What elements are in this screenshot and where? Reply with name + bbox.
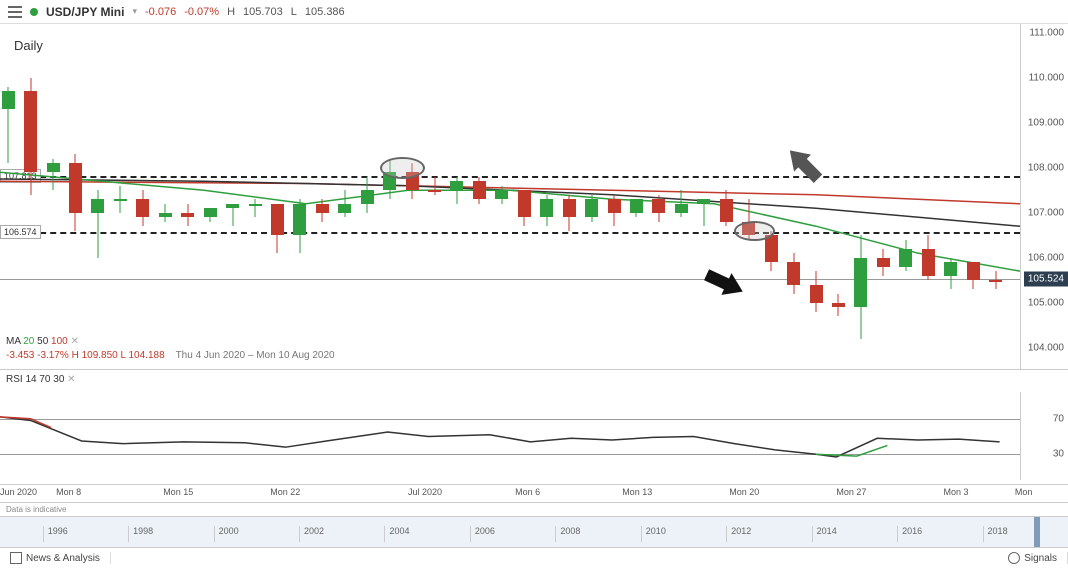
price-change: -0.076	[145, 6, 176, 18]
rsi-panel[interactable]: RSI 14 70 30 ✕ 3070	[0, 370, 1068, 485]
signals-label: Signals	[1024, 553, 1057, 564]
rsi-info: RSI 14 70 30 ✕	[6, 374, 76, 385]
price-change-pct: -0.07%	[184, 6, 219, 18]
news-tab[interactable]: News & Analysis	[0, 552, 111, 564]
menu-icon[interactable]	[8, 6, 22, 18]
footer-tabs: News & Analysis Signals	[0, 548, 1068, 568]
symbol-name[interactable]: USD/JPY Mini	[46, 5, 124, 19]
chart-header: USD/JPY Mini ▾ -0.076 -0.07% H 105.703 L…	[0, 0, 1068, 24]
x-axis[interactable]: Jun 2020Mon 8Mon 15Mon 22Jul 2020Mon 6Mo…	[0, 485, 1068, 503]
high-label: H	[227, 6, 235, 18]
price-chart[interactable]: Daily 107.813106.574	[0, 24, 1068, 370]
overview-cursor[interactable]	[1034, 517, 1040, 547]
signals-icon	[1008, 552, 1020, 564]
low-value: 105.386	[305, 6, 345, 18]
rsi-y-axis: 3070	[1020, 392, 1068, 480]
close-icon[interactable]: ✕	[67, 374, 75, 385]
signals-tab[interactable]: Signals	[998, 552, 1068, 564]
high-value: 105.703	[243, 6, 283, 18]
ma-label: MA	[6, 336, 20, 347]
ma-daterange: Thu 4 Jun 2020 – Mon 10 Aug 2020	[176, 350, 335, 361]
disclaimer-text: Data is indicative	[0, 503, 1068, 516]
rsi-label: RSI	[6, 374, 23, 385]
overview-strip[interactable]: 1996199820002002200420062008201020122014…	[0, 516, 1068, 548]
ma-p1: 20	[23, 336, 34, 347]
close-icon[interactable]: ✕	[71, 336, 79, 347]
ma-info-panel: MA 20 50 100 ✕ -3.453 -3.17% H 109.850 L…	[6, 335, 335, 363]
rsi-p3: 30	[53, 374, 64, 385]
ma-p2: 50	[37, 336, 48, 347]
rsi-p2: 70	[39, 374, 50, 385]
low-label: L	[291, 6, 297, 18]
y-axis[interactable]: 104.000105.000106.000107.000108.000109.0…	[1020, 24, 1068, 369]
ma-values: -3.453 -3.17% H 109.850 L 104.188	[6, 350, 165, 361]
chevron-down-icon[interactable]: ▾	[132, 6, 137, 17]
news-label: News & Analysis	[26, 553, 100, 564]
status-dot-icon	[30, 8, 38, 16]
rsi-p1: 14	[25, 374, 36, 385]
news-icon	[10, 552, 22, 564]
ma-p3: 100	[51, 336, 68, 347]
